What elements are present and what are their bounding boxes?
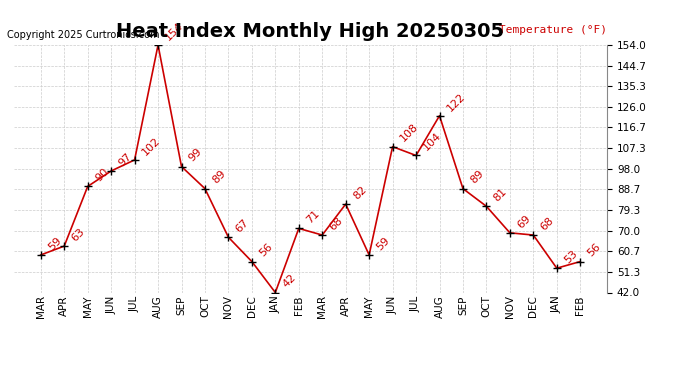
Text: 68: 68 — [539, 215, 556, 232]
Text: 56: 56 — [257, 242, 275, 259]
Title: Heat Index Monthly High 20250305: Heat Index Monthly High 20250305 — [117, 22, 504, 40]
Text: 42: 42 — [281, 273, 298, 290]
Text: 59: 59 — [46, 235, 63, 252]
Text: 71: 71 — [304, 209, 322, 226]
Text: 122: 122 — [445, 91, 467, 113]
Text: 108: 108 — [398, 122, 420, 144]
Text: Copyright 2025 Curtronics.com: Copyright 2025 Curtronics.com — [7, 30, 159, 40]
Text: 154: 154 — [164, 20, 186, 42]
Text: 104: 104 — [422, 131, 444, 153]
Text: 89: 89 — [210, 169, 228, 186]
Text: 63: 63 — [70, 226, 87, 243]
Text: 53: 53 — [562, 249, 580, 266]
Text: 99: 99 — [187, 147, 204, 164]
Text: 67: 67 — [234, 217, 251, 234]
Text: 82: 82 — [351, 184, 368, 201]
Text: Temperature (°F): Temperature (°F) — [499, 25, 607, 35]
Text: 97: 97 — [117, 151, 134, 168]
Text: 90: 90 — [93, 166, 110, 184]
Text: 59: 59 — [375, 235, 392, 252]
Text: 69: 69 — [515, 213, 533, 230]
Text: 56: 56 — [586, 242, 603, 259]
Text: 89: 89 — [469, 169, 486, 186]
Text: 68: 68 — [328, 215, 345, 232]
Text: 81: 81 — [492, 186, 509, 204]
Text: 102: 102 — [140, 135, 162, 157]
